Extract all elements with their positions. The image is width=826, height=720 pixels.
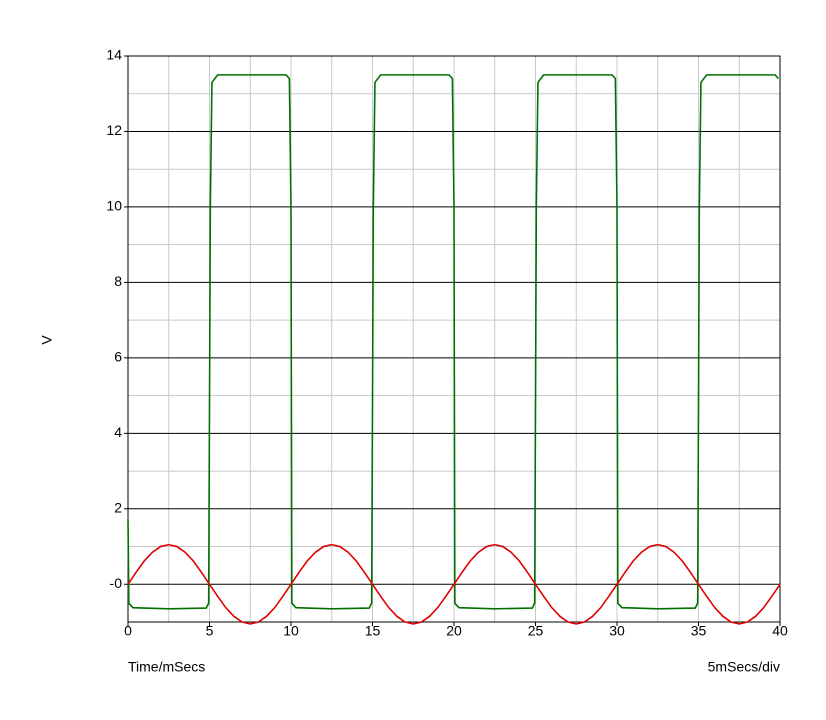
y-tick-label: 10: [106, 198, 122, 214]
y-tick-label: 14: [106, 47, 122, 63]
x-tick-label: 40: [772, 623, 788, 639]
x-tick-label: 20: [446, 623, 462, 639]
x-axis-label: Time/mSecs: [128, 659, 205, 675]
y-tick-label: 6: [114, 349, 122, 365]
y-tick-label: 12: [106, 122, 122, 138]
x-tick-label: 0: [124, 623, 132, 639]
x-tick-label: 25: [528, 623, 544, 639]
series-line: [127, 74, 779, 610]
x-scale-note: 5mSecs/div: [708, 659, 780, 675]
series-line: [127, 543, 781, 625]
x-tick-label: 10: [283, 623, 299, 639]
x-tick-label: 5: [206, 623, 214, 639]
y-tick-label: 2: [114, 500, 122, 516]
x-tick-label: 35: [691, 623, 707, 639]
y-axis-label: V: [39, 335, 55, 345]
y-tick-label: 8: [114, 273, 122, 289]
plot-frame: [127, 55, 781, 623]
x-tick-label: 30: [609, 623, 625, 639]
y-tick-label: 4: [114, 424, 122, 440]
x-tick-label: 15: [365, 623, 381, 639]
y-tick-label: -0: [110, 575, 123, 591]
